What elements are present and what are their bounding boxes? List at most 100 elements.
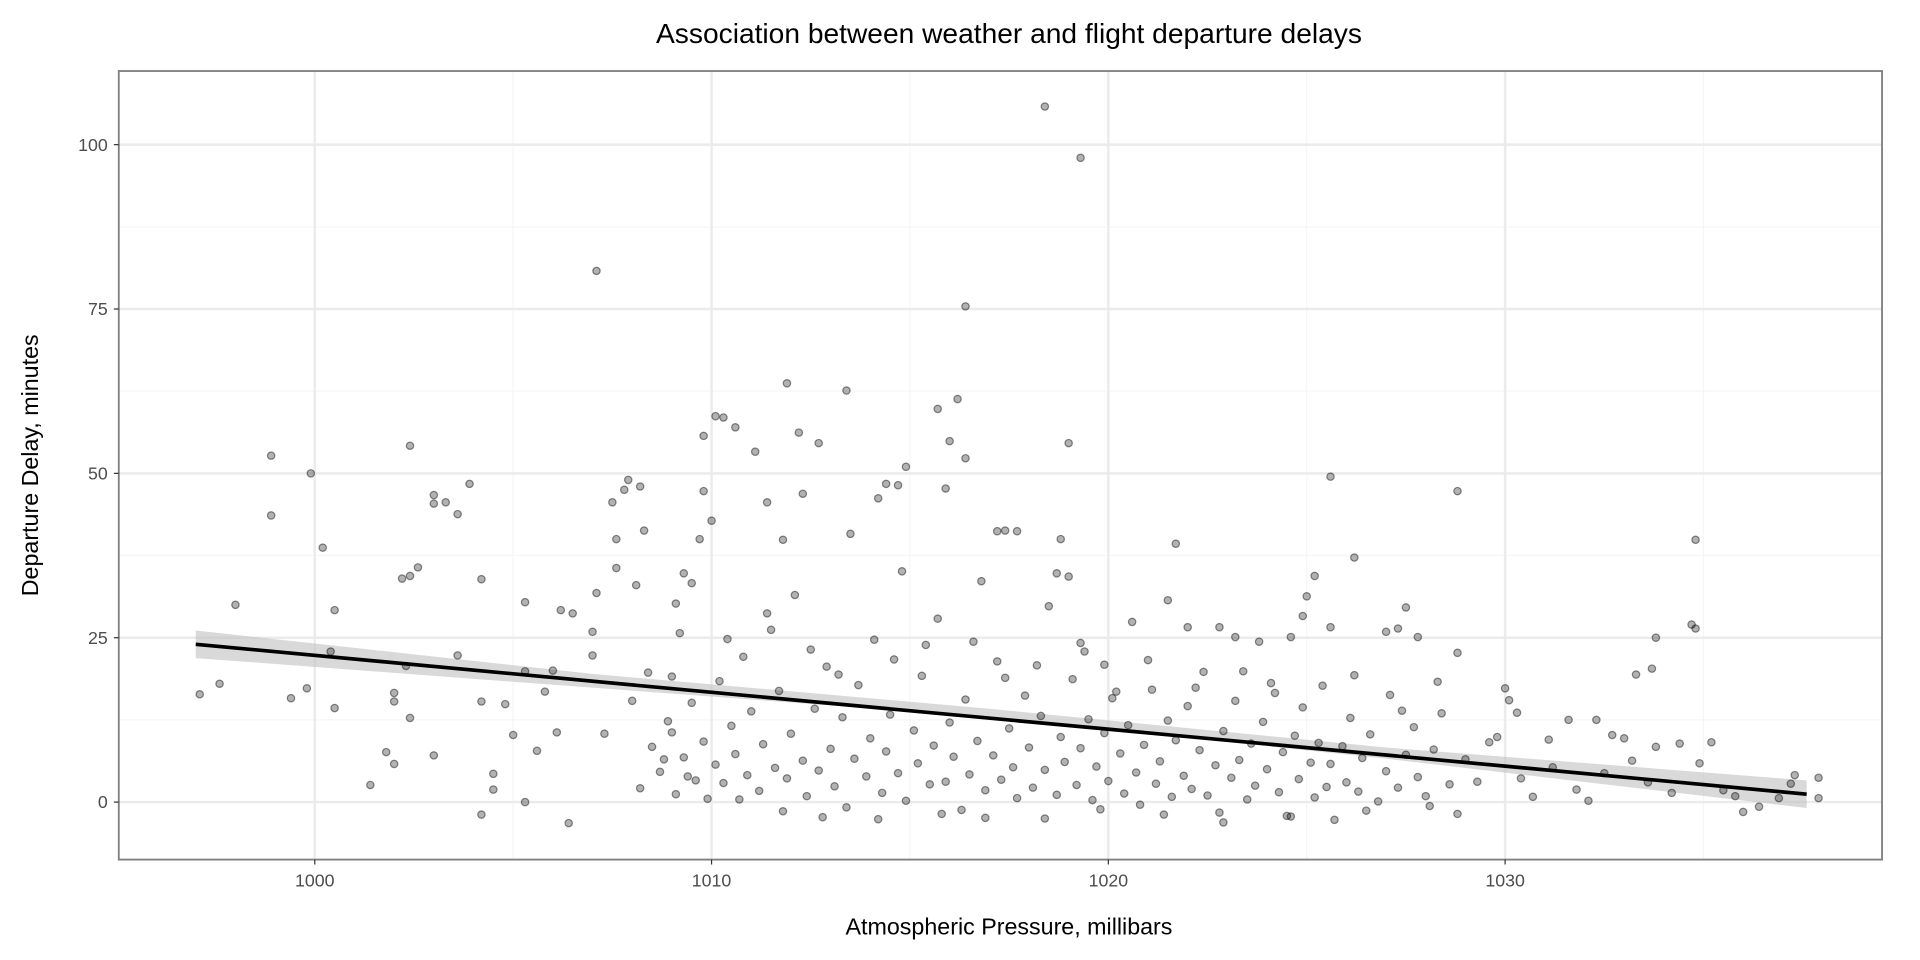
data-point [758, 739, 768, 749]
data-point [623, 475, 633, 485]
data-point [1036, 711, 1046, 721]
data-point [1647, 664, 1657, 673]
data-point [1270, 688, 1280, 698]
trend-line-group [195, 642, 1807, 797]
data-point [635, 783, 645, 793]
data-point [790, 590, 800, 600]
data-point [1167, 792, 1177, 802]
data-point [695, 534, 704, 544]
data-point [612, 534, 621, 544]
data-point [1096, 805, 1105, 814]
data-point [266, 451, 276, 460]
data-point [1159, 810, 1169, 819]
data-point [1131, 768, 1141, 777]
data-point [1286, 812, 1296, 821]
data-point [1211, 760, 1220, 770]
data-point [1433, 677, 1442, 687]
data-point [961, 695, 970, 704]
data-point [881, 747, 891, 756]
data-point [782, 774, 792, 783]
data-point [679, 753, 689, 762]
data-point [1040, 102, 1050, 111]
data-point [1179, 771, 1189, 781]
data-point [381, 747, 391, 757]
data-point [1326, 622, 1335, 632]
data-point [1516, 774, 1526, 783]
data-point [1012, 526, 1022, 536]
data-point [1619, 734, 1629, 743]
trend-line [195, 642, 1807, 797]
data-point [961, 302, 970, 311]
data-point [707, 516, 716, 525]
data-point [405, 571, 415, 581]
data-point [842, 803, 851, 812]
data-point [1350, 553, 1359, 562]
data-point [1064, 438, 1073, 448]
data-point [520, 797, 530, 807]
data-point [639, 526, 649, 535]
data-point [715, 676, 724, 686]
data-point [453, 509, 462, 519]
data-point [810, 704, 820, 714]
data-point [778, 535, 788, 545]
data-point [302, 684, 312, 693]
data-point [739, 652, 748, 662]
data-point [564, 818, 574, 828]
data-point [465, 479, 474, 489]
data-point [822, 662, 831, 671]
data-point [1500, 684, 1510, 693]
data-point [318, 543, 328, 552]
data-point [794, 428, 804, 437]
y-tick-label: 0 [98, 792, 108, 812]
data-point [869, 635, 879, 644]
data-point [1730, 791, 1740, 801]
data-point [913, 758, 923, 768]
data-point [1607, 730, 1617, 740]
data-point [933, 404, 943, 414]
data-point [1084, 714, 1093, 724]
data-point [1274, 787, 1284, 797]
data-point [1024, 743, 1034, 752]
data-point [1512, 708, 1522, 717]
y-tick-label: 75 [88, 299, 108, 319]
data-point [1738, 807, 1748, 817]
data-point [1421, 791, 1431, 801]
data-point [671, 789, 681, 799]
data-point [1425, 801, 1435, 811]
data-point [1199, 667, 1208, 677]
data-point [981, 785, 990, 795]
axis-ticks: 1000 1010 1020 1030 0 25 50 75 100 [78, 135, 1525, 891]
data-point [992, 526, 1002, 536]
data-point [1786, 779, 1796, 788]
data-point [1385, 690, 1395, 700]
data-point [703, 794, 712, 804]
data-point [1254, 637, 1264, 646]
data-point [881, 479, 891, 489]
data-point [1397, 706, 1407, 715]
data-point [1453, 809, 1462, 819]
data-point [774, 686, 784, 696]
data-point [945, 718, 954, 727]
data-points [195, 102, 1823, 828]
data-point [1242, 795, 1252, 804]
data-point [996, 775, 1006, 785]
data-point [1072, 780, 1081, 790]
data-point [762, 498, 772, 507]
data-point [1310, 571, 1319, 581]
data-point [818, 812, 827, 822]
data-point [1473, 777, 1482, 786]
x-tick-label: 1030 [1485, 871, 1525, 891]
data-point [1171, 539, 1181, 548]
data-point [552, 728, 562, 737]
data-point [612, 563, 621, 573]
data-point [477, 574, 486, 584]
data-point [746, 707, 756, 716]
data-point [1504, 695, 1514, 705]
data-point [592, 588, 601, 598]
data-point [1115, 749, 1125, 758]
data-point [731, 423, 740, 432]
data-point [231, 600, 240, 610]
data-point [961, 453, 970, 463]
data-point [1278, 747, 1288, 757]
data-point [814, 766, 823, 775]
